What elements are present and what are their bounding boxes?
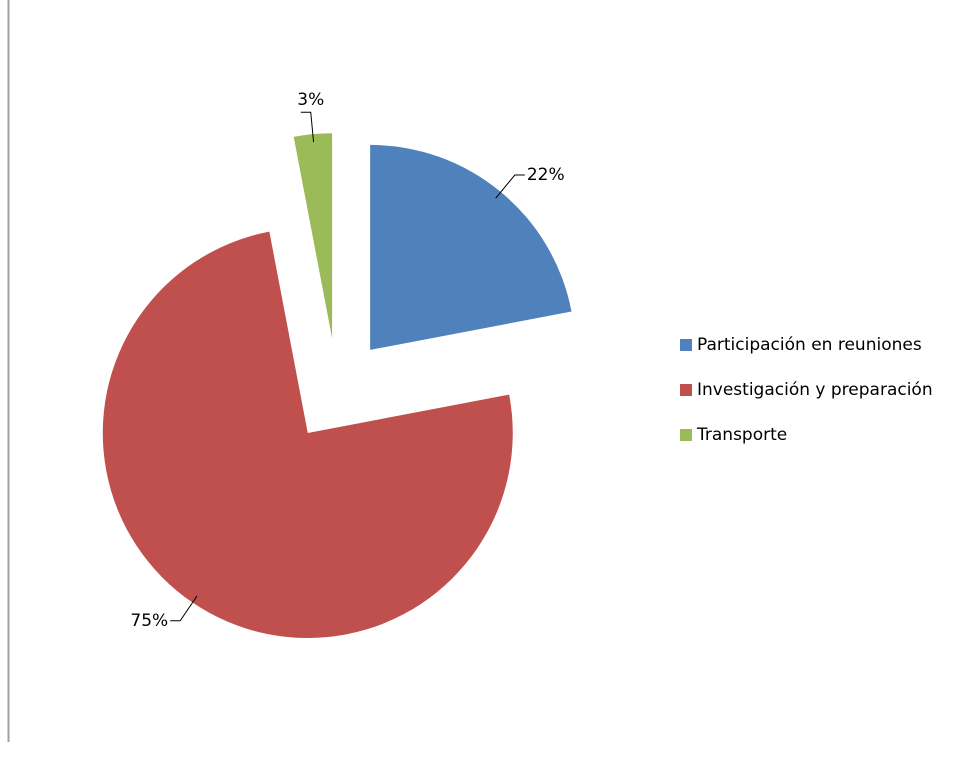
- leader-line: [300, 111, 315, 143]
- pie-slice: [370, 144, 572, 350]
- legend-label: Participación en reuniones: [697, 335, 922, 355]
- data-label: 22%: [527, 165, 565, 185]
- legend-label: Transporte: [696, 425, 787, 445]
- leader-line: [495, 174, 525, 199]
- pie-slice: [293, 133, 333, 339]
- leader-line: [170, 595, 198, 622]
- pie-slice: [102, 231, 513, 639]
- legend-swatch: [680, 384, 692, 396]
- data-label: 3%: [297, 90, 324, 110]
- data-label: 75%: [130, 611, 168, 631]
- legend-swatch: [680, 339, 692, 351]
- legend-swatch: [680, 429, 692, 441]
- legend-label: Investigación y preparación: [697, 380, 933, 400]
